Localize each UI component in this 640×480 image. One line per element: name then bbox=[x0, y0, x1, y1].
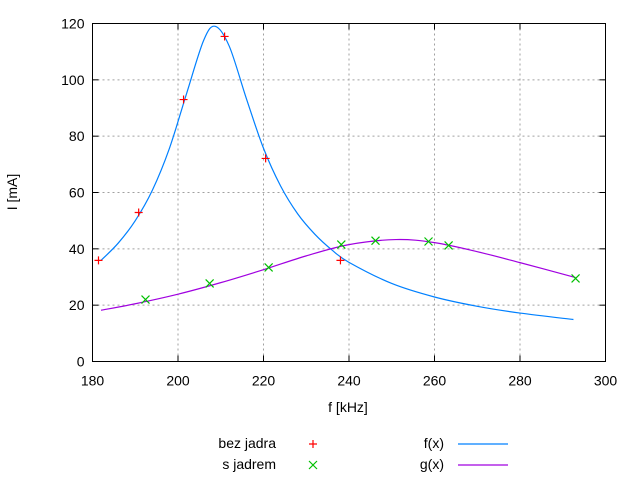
legend-marker bbox=[309, 440, 317, 448]
data-point-s-jadrem bbox=[444, 241, 454, 250]
y-tick-label: 0 bbox=[77, 354, 85, 370]
x-tick-label: 240 bbox=[337, 373, 361, 389]
legend-label: f(x) bbox=[424, 435, 444, 451]
data-point-bez-jadra bbox=[261, 154, 270, 163]
data-point-s-jadrem bbox=[205, 279, 215, 288]
y-tick-label: 100 bbox=[61, 72, 85, 88]
x-tick-label: 280 bbox=[508, 373, 532, 389]
data-point-s-jadrem bbox=[424, 237, 433, 246]
legend-marker bbox=[308, 460, 318, 470]
y-tick-label: 20 bbox=[69, 297, 85, 313]
series-line-gx bbox=[100, 238, 576, 311]
y-tick-label: 120 bbox=[61, 16, 85, 32]
data-point-bez-jadra bbox=[336, 256, 345, 265]
data-point-s-jadrem bbox=[141, 295, 150, 304]
plot-border bbox=[92, 23, 606, 362]
x-tick-label: 260 bbox=[423, 373, 447, 389]
series-line-fx bbox=[100, 25, 574, 321]
data-point-bez-jadra bbox=[179, 95, 188, 104]
y-tick-label: 40 bbox=[69, 241, 85, 257]
data-point-bez-jadra bbox=[94, 256, 103, 265]
legend-label: s jadrem bbox=[222, 456, 276, 472]
data-point-bez-jadra bbox=[134, 208, 143, 217]
x-tick-label: 300 bbox=[594, 373, 618, 389]
data-point-s-jadrem bbox=[371, 236, 380, 246]
legend: bez jadra s jadrem f(x) g(x) bbox=[218, 435, 508, 472]
ticks: 180 200 220 240 260 280 300 0 20 40 60 80 100 120 bbox=[61, 16, 617, 389]
y-tick-label: 80 bbox=[69, 128, 85, 144]
legend-label: g(x) bbox=[420, 456, 444, 472]
x-tick-label: 180 bbox=[81, 373, 105, 389]
plot-area bbox=[94, 25, 580, 321]
legend-label: bez jadra bbox=[218, 435, 276, 451]
y-axis-label: I [mA] bbox=[4, 174, 20, 211]
data-point-s-jadrem bbox=[336, 240, 346, 250]
y-tick-label: 60 bbox=[69, 185, 85, 201]
data-point-s-jadrem bbox=[264, 262, 274, 272]
data-point-s-jadrem bbox=[571, 273, 580, 283]
x-axis-label: f [kHz] bbox=[328, 399, 368, 415]
x-tick-label: 200 bbox=[166, 373, 190, 389]
grid bbox=[92, 23, 606, 362]
x-tick-label: 220 bbox=[252, 373, 276, 389]
data-point-bez-jadra bbox=[220, 32, 229, 41]
